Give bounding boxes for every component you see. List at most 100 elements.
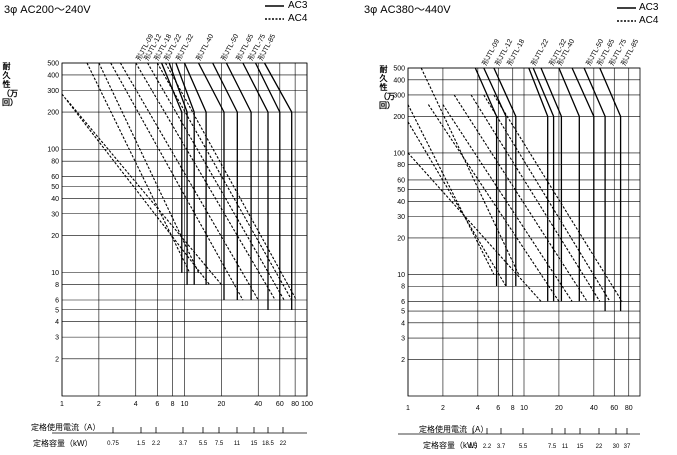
ac4-line [61, 93, 210, 285]
capacity-tick-label: 15 [251, 441, 258, 447]
y-tick-label: 100 [393, 150, 405, 157]
x-tick-label: 20 [555, 405, 563, 412]
chart-title: 3φ AC380～440V [364, 4, 451, 16]
chart-panel-ac380: 3φ AC380～440V 1 2 4 6 8 10 20 40 60 80 500 400 300 20… [339, 0, 677, 455]
y-tick-label: 40 [51, 196, 59, 203]
chart-plot-ac200: 1 2 4 6 8 10 20 40 60 80 1005004003002001008060504… [47, 5, 313, 447]
ac3-line [493, 67, 517, 287]
y-tick-label: 400 [47, 72, 59, 79]
ac4-line [453, 94, 588, 302]
y-axis-label: 耐久性（万回） [2, 62, 18, 107]
ac4-line [493, 94, 623, 302]
capacity-tick-label: 11 [234, 441, 241, 447]
y-tick-label: 3 [55, 335, 59, 342]
y-tick-label: 4 [401, 320, 405, 327]
current-scale-label: 定格使用電流（A） [31, 423, 101, 432]
y-tick-label: 30 [51, 211, 59, 218]
capacity-tick-label: 22 [280, 441, 287, 447]
model-label: 形JTL-40 [195, 33, 216, 62]
ac4-line [407, 152, 542, 302]
x-tick-label: 8 [171, 401, 175, 408]
ac3-line [225, 62, 252, 300]
ac3-line [160, 62, 183, 273]
ac3-line [183, 62, 207, 285]
capacity-tick-label: 0.75 [107, 441, 119, 447]
ac4-line [470, 94, 601, 302]
y-tick-label: 50 [51, 184, 59, 191]
ac3-line [197, 62, 225, 300]
ac4-line [147, 62, 285, 301]
x-tick-label: 60 [276, 401, 284, 408]
y-tick-label: 10 [51, 270, 59, 277]
ac4-line [110, 62, 244, 301]
y-tick-label: 300 [47, 88, 59, 95]
x-tick-label: 20 [217, 401, 225, 408]
x-tick-label: 6 [496, 405, 500, 412]
ac4-line [407, 104, 495, 275]
y-tick-label: 3 [401, 336, 405, 343]
capacity-tick-label: 3.7 [179, 441, 188, 447]
ac3-line [532, 67, 555, 302]
y-tick-label: 8 [55, 282, 59, 289]
capacity-tick-label: 30 [613, 444, 620, 450]
capacity-tick-label: 7.5 [548, 444, 557, 450]
x-tick-label: 2 [441, 405, 445, 412]
x-tick-label: 2 [97, 401, 101, 408]
ac3-line [242, 62, 269, 310]
y-tick-label: 20 [51, 233, 59, 240]
ac4-line [135, 62, 276, 301]
y-tick-label: 6 [55, 297, 59, 304]
ac3-line [599, 67, 622, 312]
x-tick-label: 10 [520, 405, 528, 412]
y-tick-label: 500 [47, 61, 59, 68]
ac4-line [66, 99, 222, 285]
y-tick-label: 20 [397, 235, 405, 242]
ac3-line [212, 62, 238, 300]
legend-ac3-label: AC3 [639, 2, 659, 13]
y-tick-label: 500 [393, 66, 405, 73]
y-tick-label: 60 [397, 177, 405, 184]
y-tick-label: 8 [401, 284, 405, 291]
ac4-line [483, 94, 611, 302]
x-tick-label: 4 [134, 401, 138, 408]
capacity-tick-label: 22 [596, 444, 603, 450]
y-tick-label: 30 [397, 214, 405, 221]
y-tick-label: 300 [393, 92, 405, 99]
ac4-line [98, 62, 199, 273]
capacity-scale-label: 定格容量（kW） [33, 439, 93, 448]
y-tick-label: 6 [401, 299, 405, 306]
ac3-line [168, 62, 188, 285]
x-tick-label: 1 [406, 405, 410, 412]
ac3-line [571, 67, 595, 302]
chart-plot-ac380: 1 2 4 6 8 10 20 40 60 80 500 400 300 200 100 80 60 50 40 30… [393, 7, 641, 450]
ac4-line [165, 62, 297, 301]
x-tick-label: 1 [60, 401, 64, 408]
x-tick-label: 100 [301, 401, 313, 408]
y-tick-label: 5 [55, 307, 59, 314]
y-tick-label: 200 [393, 114, 405, 121]
capacity-tick-label: 15 [577, 444, 584, 450]
ac3-line [583, 67, 606, 312]
y-tick-label: 200 [47, 110, 59, 117]
capacity-tick-label: 1.5 [137, 441, 146, 447]
y-tick-label: 4 [55, 319, 59, 326]
legend-ac4-label: AC4 [288, 13, 308, 24]
legend-ac4-label: AC4 [639, 15, 659, 26]
capacity-tick-label: 1.5 [469, 444, 478, 450]
chart-panel-ac200: 3φ AC200～240V 1 2 4 6 8 10 20 40 60 80 100 500 400 30… [0, 0, 338, 455]
ac4-line [442, 104, 573, 302]
capacity-tick-label: 2.2 [152, 441, 161, 447]
x-tick-label: 6 [155, 401, 159, 408]
current-scale-label: 定格使用電流（A） [419, 425, 489, 434]
ac3-line [540, 67, 563, 302]
capacity-tick-label: 5.5 [519, 444, 528, 450]
capacity-scale-label: 定格容量（kW） [423, 441, 483, 450]
capacity-tick-label: 5.5 [199, 441, 208, 447]
y-axis-label: 耐久性（万回） [379, 65, 395, 110]
y-tick-label: 5 [401, 309, 405, 316]
legend-ac3-label: AC3 [288, 0, 308, 11]
capacity-tick-label: 2.2 [483, 444, 492, 450]
capacity-tick-label: 3.7 [497, 444, 506, 450]
capacity-tick-label: 11 [562, 444, 569, 450]
y-tick-label: 2 [401, 357, 405, 364]
